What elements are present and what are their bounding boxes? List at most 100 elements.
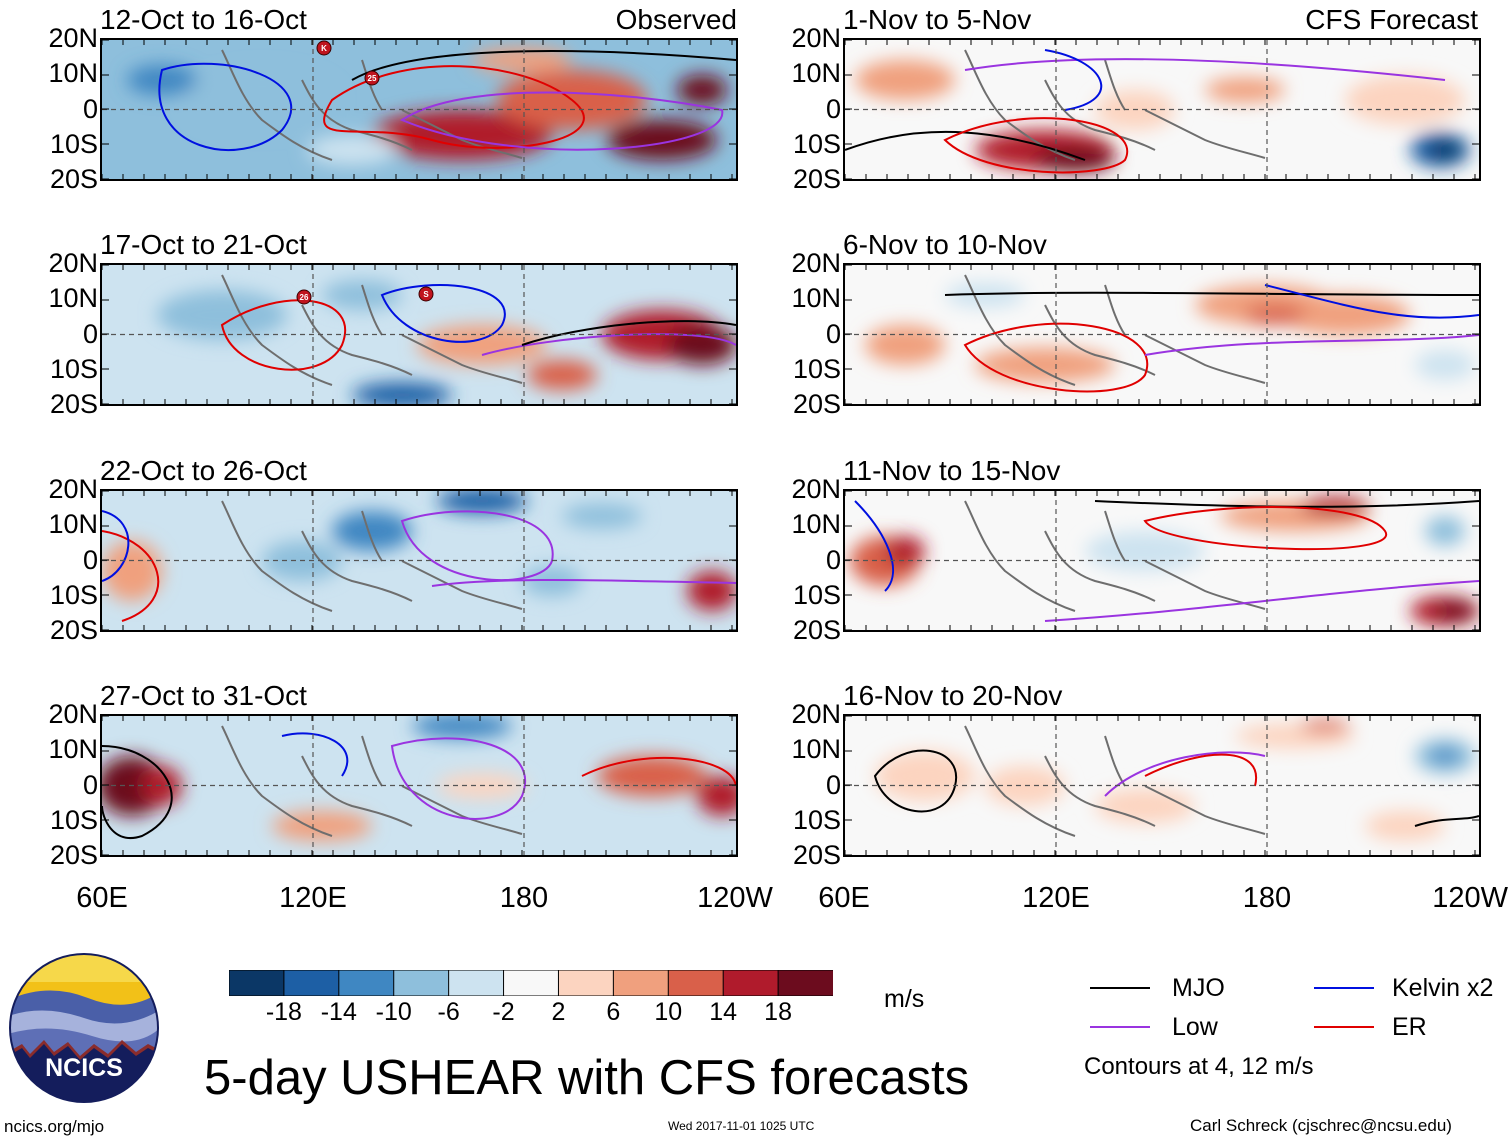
- panel-title-fc-1: 1-Nov to 5-Nov: [843, 4, 1032, 35]
- coastline: [361, 735, 383, 787]
- contour-line: [351, 50, 736, 81]
- storm-marker: 26: [296, 289, 312, 305]
- lat-label: 10S: [49, 354, 98, 384]
- shear-blob: [1245, 305, 1305, 325]
- lat-label: 20N: [48, 474, 98, 504]
- lon-label-180-fc: 180: [1242, 882, 1292, 914]
- colorbar-swatch: [503, 970, 560, 996]
- contour-line: [102, 510, 130, 582]
- lat-label: 20N: [48, 23, 98, 53]
- footer-link[interactable]: ncics.org/mjo: [4, 1117, 105, 1136]
- lat-label: 10N: [48, 734, 98, 764]
- contour-line: [431, 578, 736, 587]
- contour-line: [1144, 334, 1479, 356]
- lat-label: 20N: [791, 23, 841, 53]
- colorbar-swatch: [229, 970, 285, 996]
- legend-line-kelvin: [1314, 987, 1374, 989]
- coastline: [1044, 755, 1156, 827]
- coastline: [301, 530, 413, 602]
- shear-blob: [332, 511, 412, 551]
- shear-blob: [562, 503, 642, 529]
- map-panel-fc-4: [843, 714, 1481, 857]
- map-panel-fc-3: [843, 489, 1481, 632]
- lon-label-120e: 120E: [279, 882, 347, 914]
- lat-label: 20N: [48, 699, 98, 729]
- legend-line-low: [1090, 1026, 1150, 1028]
- lat-label: 20S: [792, 840, 841, 870]
- contour-line: [390, 737, 526, 820]
- legend-line-er: [1314, 1026, 1374, 1028]
- shear-blob: [1345, 75, 1465, 125]
- colorbar-swatch: [283, 970, 340, 996]
- lat-label: 10N: [48, 509, 98, 539]
- colorbar-units: m/s: [884, 985, 925, 1013]
- coastline: [361, 510, 383, 562]
- lat-label: 10S: [792, 805, 841, 835]
- shear-blob: [352, 382, 452, 404]
- coastline: [301, 304, 413, 376]
- panel-title-obs-3: 22-Oct to 26-Oct: [100, 455, 307, 486]
- shear-blob: [1435, 602, 1475, 620]
- lat-label: 20N: [791, 474, 841, 504]
- shear-blob: [157, 290, 287, 340]
- contour-line: [943, 117, 1129, 174]
- coastline: [1144, 785, 1266, 835]
- coastline: [1144, 334, 1266, 384]
- map-panel-obs-3: [100, 489, 738, 632]
- lat-label: 10N: [791, 734, 841, 764]
- coastline: [401, 334, 523, 384]
- contour-line: [1044, 49, 1103, 111]
- panel-title-fc-2: 6-Nov to 10-Nov: [843, 229, 1047, 260]
- storm-marker: S: [418, 286, 434, 302]
- lon-label-120w: 120W: [697, 882, 773, 914]
- lat-label: 0: [825, 94, 841, 124]
- shear-blob: [865, 325, 945, 365]
- contour-line: [281, 732, 349, 777]
- colorbar-swatch: [557, 970, 615, 996]
- lat-label: 20N: [791, 248, 841, 278]
- lat-label: 10N: [791, 283, 841, 313]
- coastline: [1104, 59, 1126, 111]
- lat-label: 0: [82, 319, 98, 349]
- shear-blob: [1430, 748, 1460, 764]
- coastline: [401, 109, 523, 159]
- legend-label-er: ER: [1392, 1013, 1427, 1041]
- panel-title-fc-3: 11-Nov to 15-Nov: [843, 455, 1061, 486]
- lat-label: 0: [82, 545, 98, 575]
- map-panel-fc-1: [843, 38, 1481, 181]
- shear-map: [845, 265, 1479, 404]
- shear-blob: [1205, 77, 1285, 103]
- shear-blob: [1280, 295, 1410, 335]
- shear-blob: [102, 541, 162, 601]
- storm-marker-label: K: [321, 44, 327, 53]
- shear-map: K 25: [102, 40, 736, 179]
- shear-blob: [875, 751, 975, 801]
- legend-line-mjo: [1090, 987, 1150, 989]
- lat-label: 0: [825, 770, 841, 800]
- lat-label: 10S: [792, 129, 841, 159]
- shear-blob: [1365, 811, 1445, 841]
- colorbar-swatch: [393, 970, 450, 996]
- coastline: [301, 79, 413, 151]
- panel-title-obs-4: 27-Oct to 31-Oct: [100, 680, 307, 711]
- lat-label: 20N: [48, 248, 98, 278]
- contour-line: [581, 756, 736, 787]
- contours-note: Contours at 4, 12 m/s: [1084, 1053, 1314, 1080]
- lat-label: 0: [825, 545, 841, 575]
- shear-blob: [975, 347, 1115, 383]
- colorbar-swatch: [612, 970, 670, 996]
- shear-blob: [607, 120, 717, 160]
- shear-blob: [272, 811, 372, 841]
- colorbar-tick-label: -2: [492, 998, 515, 1026]
- legend-label-kelvin: Kelvin x2: [1392, 974, 1494, 1002]
- shear-blob: [412, 716, 512, 739]
- colorbar-tick-label: -10: [375, 998, 412, 1026]
- legend-label-low: Low: [1172, 1013, 1218, 1041]
- shear-blob: [945, 282, 1025, 308]
- lat-label: 0: [82, 770, 98, 800]
- coastline: [401, 785, 523, 835]
- shear-blob: [527, 360, 597, 390]
- lat-label: 10N: [791, 509, 841, 539]
- contour-line: [964, 58, 1446, 81]
- contour-line: [1144, 753, 1258, 787]
